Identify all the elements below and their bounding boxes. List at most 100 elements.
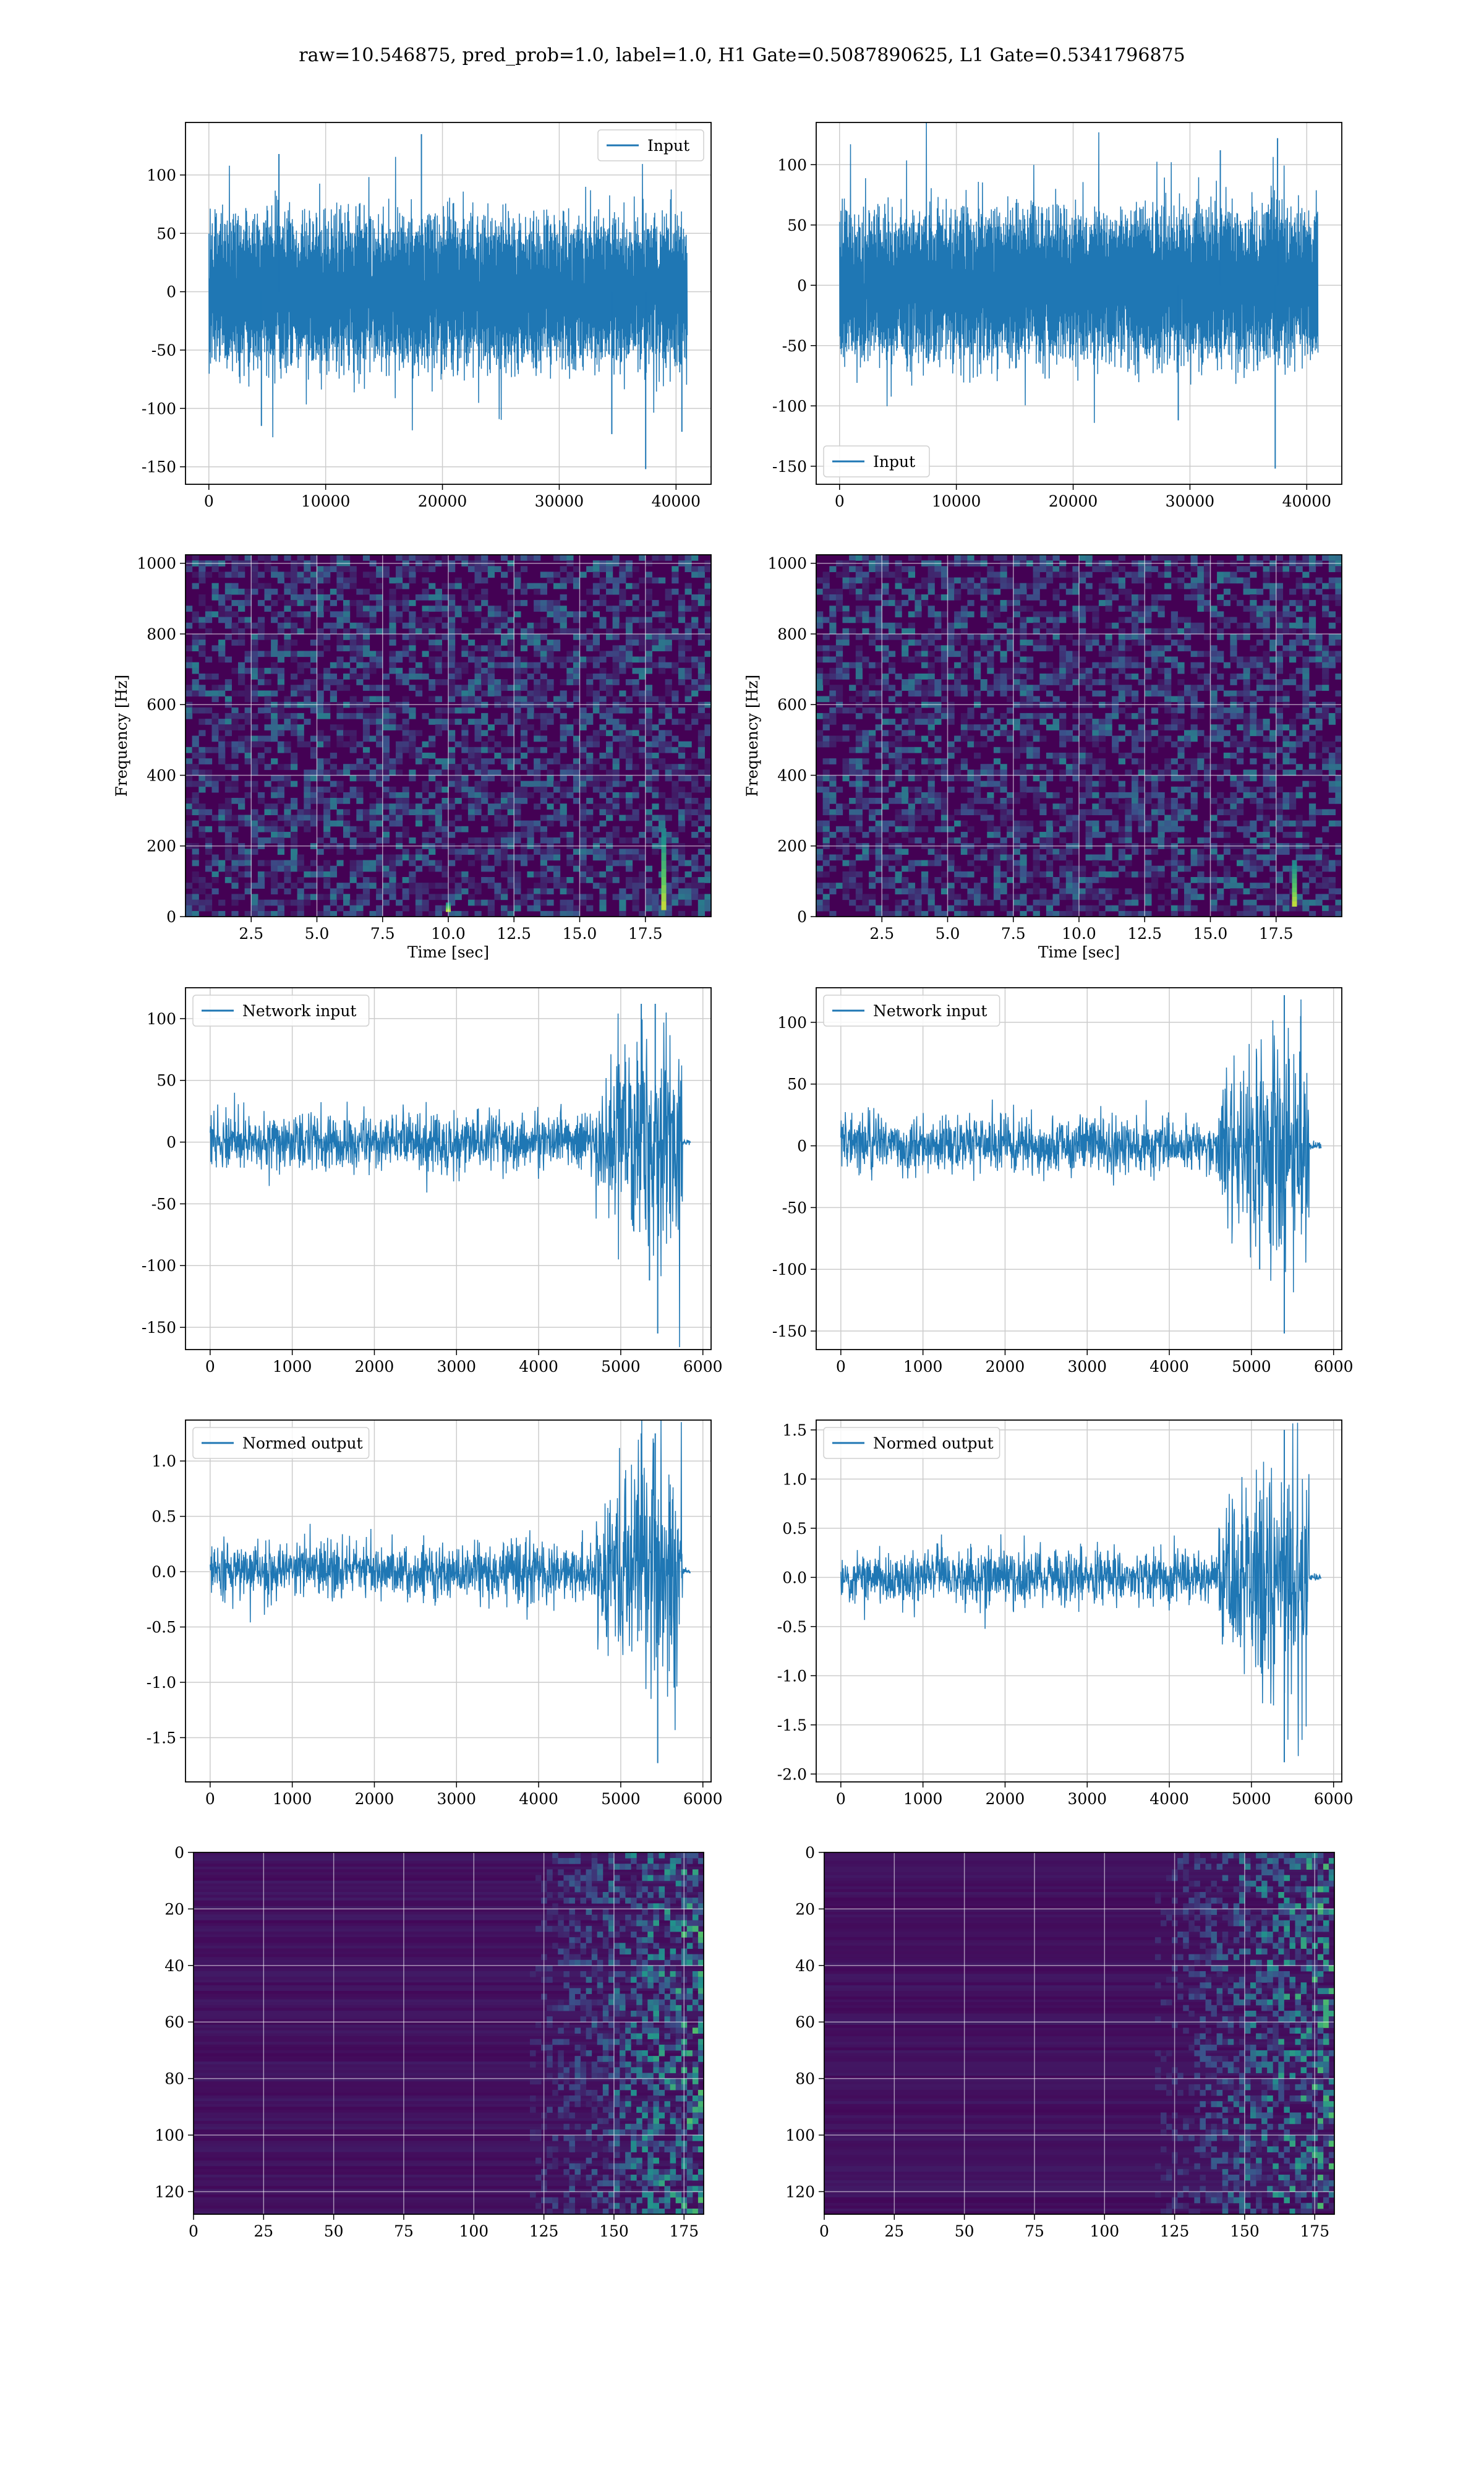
heatmap-cell (1079, 792, 1086, 798)
heatmap-cell (908, 747, 916, 753)
heatmap-cell (915, 651, 922, 657)
heatmap-cell (1059, 674, 1067, 680)
heatmap-cell (915, 792, 922, 798)
heatmap-cell (1125, 713, 1132, 719)
heatmap-cell (835, 786, 843, 793)
heatmap-cell (566, 764, 574, 770)
heatmap-cell (211, 719, 219, 725)
heatmap-cell (862, 849, 869, 855)
heatmap-cell (1171, 894, 1179, 901)
heatmap-cell (396, 600, 403, 606)
heatmap-cell (362, 628, 370, 635)
heatmap-cell (678, 555, 686, 561)
heatmap-cell (231, 555, 239, 561)
heatmap-cell (323, 809, 331, 816)
heatmap-cell (435, 865, 443, 872)
heatmap-cell (1098, 865, 1106, 872)
heatmap-cell (1072, 877, 1080, 883)
heatmap-cell (1039, 764, 1047, 770)
heatmap-cell (1013, 871, 1021, 878)
heatmap-cell (862, 617, 869, 623)
heatmap-cell (382, 837, 390, 844)
heatmap-cell (435, 837, 443, 844)
heatmap-cell (652, 611, 659, 618)
heatmap-cell (192, 854, 199, 861)
heatmap-cell (869, 877, 876, 883)
heatmap-cell (376, 707, 383, 714)
heatmap-cell (284, 764, 291, 770)
heatmap-cell (494, 606, 501, 612)
heatmap-cell (947, 719, 955, 725)
heatmap-cell (816, 674, 824, 680)
heatmap-cell (691, 860, 699, 867)
heatmap-cell (1033, 849, 1040, 855)
heatmap-cell (822, 820, 830, 827)
heatmap-cell (277, 707, 285, 714)
heatmap-cell (1000, 888, 1007, 895)
heatmap-cell (369, 775, 377, 782)
heatmap-cell (882, 883, 889, 889)
heatmap-cell (1125, 820, 1132, 827)
heatmap-cell (520, 685, 528, 691)
heatmap-cell (606, 628, 613, 635)
heatmap-cell (619, 899, 626, 906)
heatmap-cell (560, 656, 567, 663)
heatmap-cell (317, 775, 324, 782)
heatmap-cell (1072, 899, 1080, 906)
heatmap-cell (534, 769, 541, 776)
heatmap-cell (625, 837, 633, 844)
heatmap-cell (1125, 606, 1132, 612)
heatmap-cell (297, 690, 304, 697)
heatmap-cell (534, 775, 541, 782)
heatmap-cell (1138, 566, 1145, 573)
heatmap-cell (822, 798, 830, 804)
heatmap-cell (402, 905, 409, 912)
heatmap-cell (1092, 634, 1099, 640)
heatmap-cell (362, 645, 370, 652)
heatmap-cell (592, 849, 600, 855)
heatmap-cell (527, 888, 534, 895)
heatmap-cell (362, 674, 370, 680)
heatmap-cell (211, 786, 219, 793)
heatmap-cell (224, 724, 232, 730)
heatmap-cell (231, 713, 239, 719)
heatmap-cell (336, 571, 344, 578)
heatmap-cell (1171, 815, 1179, 821)
heatmap-cell (474, 764, 482, 770)
heatmap-cell (527, 781, 534, 787)
heatmap-cell (284, 651, 291, 657)
heatmap-cell (1020, 588, 1027, 595)
heatmap-cell (835, 571, 843, 578)
heatmap-cell (678, 679, 686, 685)
heatmap-cell (842, 628, 850, 635)
heatmap-cell (882, 752, 889, 759)
heatmap-cell (855, 820, 863, 827)
series-line-input (839, 122, 1319, 423)
heatmap-cell (895, 758, 902, 764)
heatmap-cell (1059, 656, 1067, 663)
heatmap-cell (396, 758, 403, 764)
heatmap-cell (481, 622, 488, 629)
heatmap-cell (895, 899, 902, 906)
heatmap-cell (481, 600, 488, 606)
heatmap-cell (251, 809, 258, 816)
heatmap-cell (987, 611, 994, 618)
heatmap-cell (606, 752, 613, 759)
heatmap-cell (1145, 883, 1152, 889)
heatmap-cell (934, 747, 942, 753)
heatmap-cell (186, 645, 193, 652)
heatmap-cell (816, 656, 824, 663)
heatmap-cell (1079, 865, 1086, 872)
heatmap-cell (231, 628, 239, 635)
heatmap-cell (507, 566, 514, 573)
heatmap-cell (882, 634, 889, 640)
heatmap-cell (1033, 764, 1040, 770)
heatmap-cell (429, 640, 436, 646)
heatmap-cell (205, 905, 213, 912)
heatmap-cell (487, 724, 495, 730)
heatmap-cell (592, 674, 600, 680)
heatmap-cell (481, 837, 488, 844)
heatmap-cell (454, 854, 462, 861)
heatmap-cell (527, 634, 534, 640)
heatmap-cell (1158, 775, 1165, 782)
